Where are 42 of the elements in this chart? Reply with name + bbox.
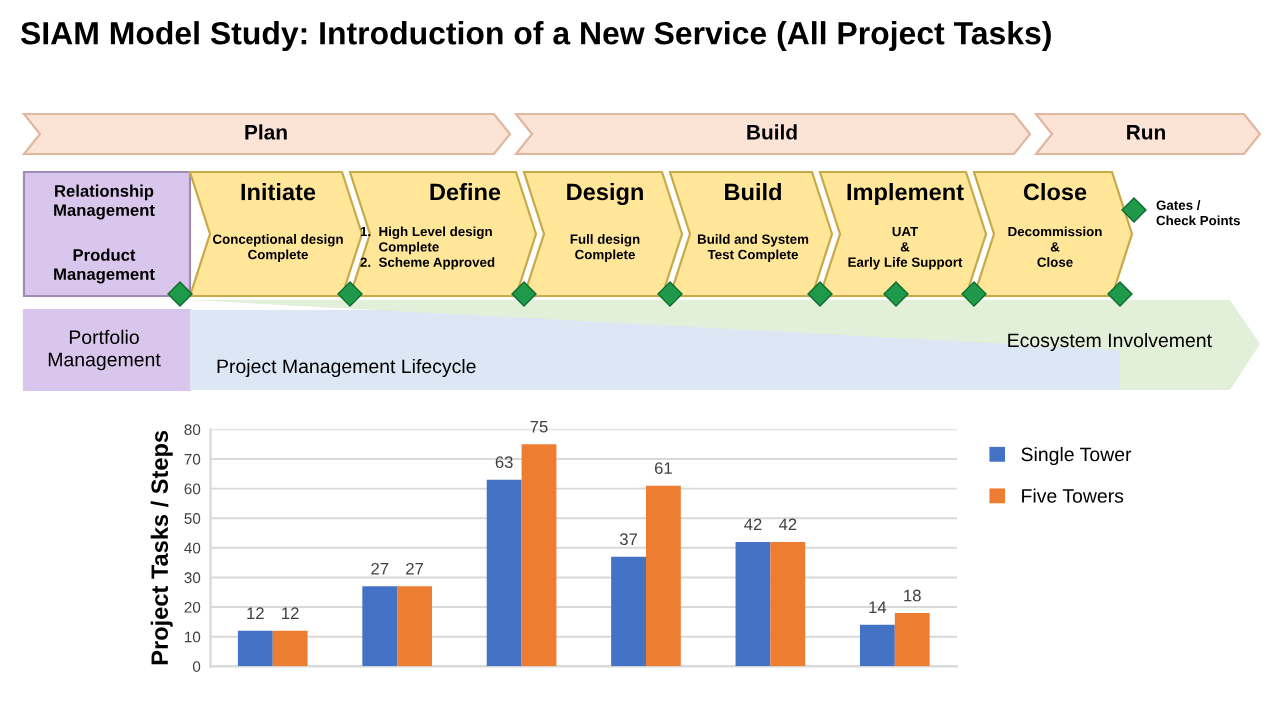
data-label: 61 [654, 462, 672, 475]
text: Ecosystem Involvement [1008, 332, 1212, 352]
bar [486, 479, 522, 667]
bar [611, 556, 646, 667]
data-label: 18 [904, 589, 921, 602]
data-label: 12 [247, 607, 264, 619]
bar [272, 630, 308, 667]
data-label: 42 [744, 518, 762, 531]
text: SIAM Model Study: Introduction of a New Service (All Project Tasks) [20, 21, 1051, 51]
bar [770, 541, 806, 667]
text: Implement [847, 183, 964, 205]
legend-label: Five Towers [1022, 488, 1124, 503]
text: Project Management Lifecycle [217, 358, 476, 378]
text: Product Management [54, 248, 155, 284]
text: Build [747, 124, 797, 140]
bar [645, 485, 681, 667]
text: Close [1023, 183, 1087, 201]
text: Initiate [241, 183, 316, 201]
data-label: 75 [530, 420, 548, 433]
legend-label: Single Tower [1021, 446, 1132, 466]
data-label: 63 [495, 456, 513, 469]
y-axis-title: Project Tasks / Steps [150, 430, 173, 665]
text: Relationship Management [54, 184, 155, 220]
text: Plan [245, 124, 287, 140]
data-label: 14 [869, 601, 887, 614]
text: Define [430, 183, 501, 201]
data-label: 27 [406, 562, 424, 575]
text: Design [567, 182, 643, 206]
bar [735, 541, 771, 667]
data-label: 42 [778, 518, 797, 531]
bar [362, 586, 398, 667]
bar [397, 586, 432, 667]
bar [894, 612, 930, 667]
bar [521, 444, 557, 667]
data-label: 12 [282, 607, 299, 619]
text: Build [725, 183, 781, 201]
text: Portfolio Management [48, 329, 161, 371]
bar [237, 630, 273, 667]
data-label: 37 [619, 533, 637, 546]
bar [859, 624, 895, 667]
text: Run [1127, 125, 1165, 140]
data-label: 27 [371, 562, 389, 575]
